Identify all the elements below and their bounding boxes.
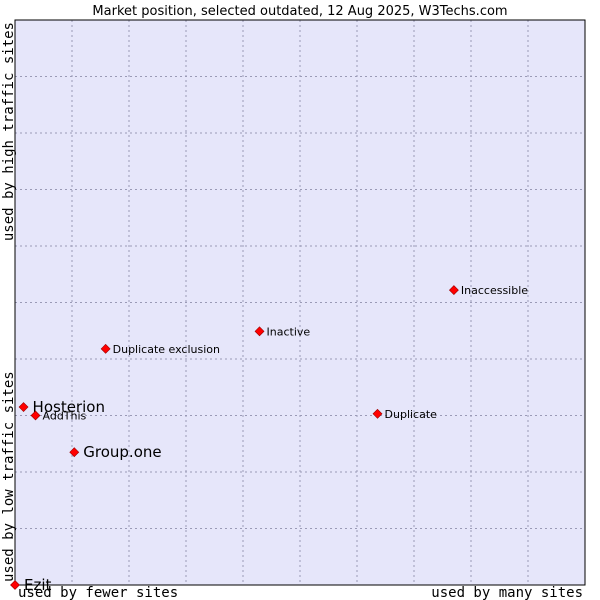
- data-point-label: Ezit: [24, 576, 52, 594]
- plot-border: [14, 19, 586, 586]
- data-point-label: Inactive: [267, 325, 311, 338]
- data-point-marker: [30, 410, 41, 421]
- data-point-marker: [100, 343, 111, 354]
- data-point-marker: [372, 408, 383, 419]
- data-point-marker: [10, 580, 20, 590]
- data-point-marker: [69, 447, 80, 458]
- data-point-label: Group.one: [83, 443, 161, 461]
- chart-title: Market position, selected outdated, 12 A…: [92, 4, 507, 19]
- data-point-marker: [254, 326, 265, 337]
- y-axis-label-top: used by high traffic sites: [1, 22, 17, 241]
- data-point-label: AddThis: [43, 410, 87, 423]
- data-point-label: Duplicate: [385, 408, 438, 421]
- grid-lines: [15, 20, 585, 585]
- data-point-marker: [448, 285, 459, 295]
- data-point-label: Hosterion: [33, 398, 105, 416]
- data-point-marker: [18, 402, 29, 412]
- x-axis-label-right: used by many sites: [431, 585, 583, 600]
- data-point-label: Inaccessible: [461, 284, 528, 297]
- y-axis-label-bottom: used by low traffic sites: [1, 371, 17, 582]
- x-axis-label-left: used by fewer sites: [18, 585, 178, 600]
- data-point-label: Duplicate exclusion: [113, 343, 220, 356]
